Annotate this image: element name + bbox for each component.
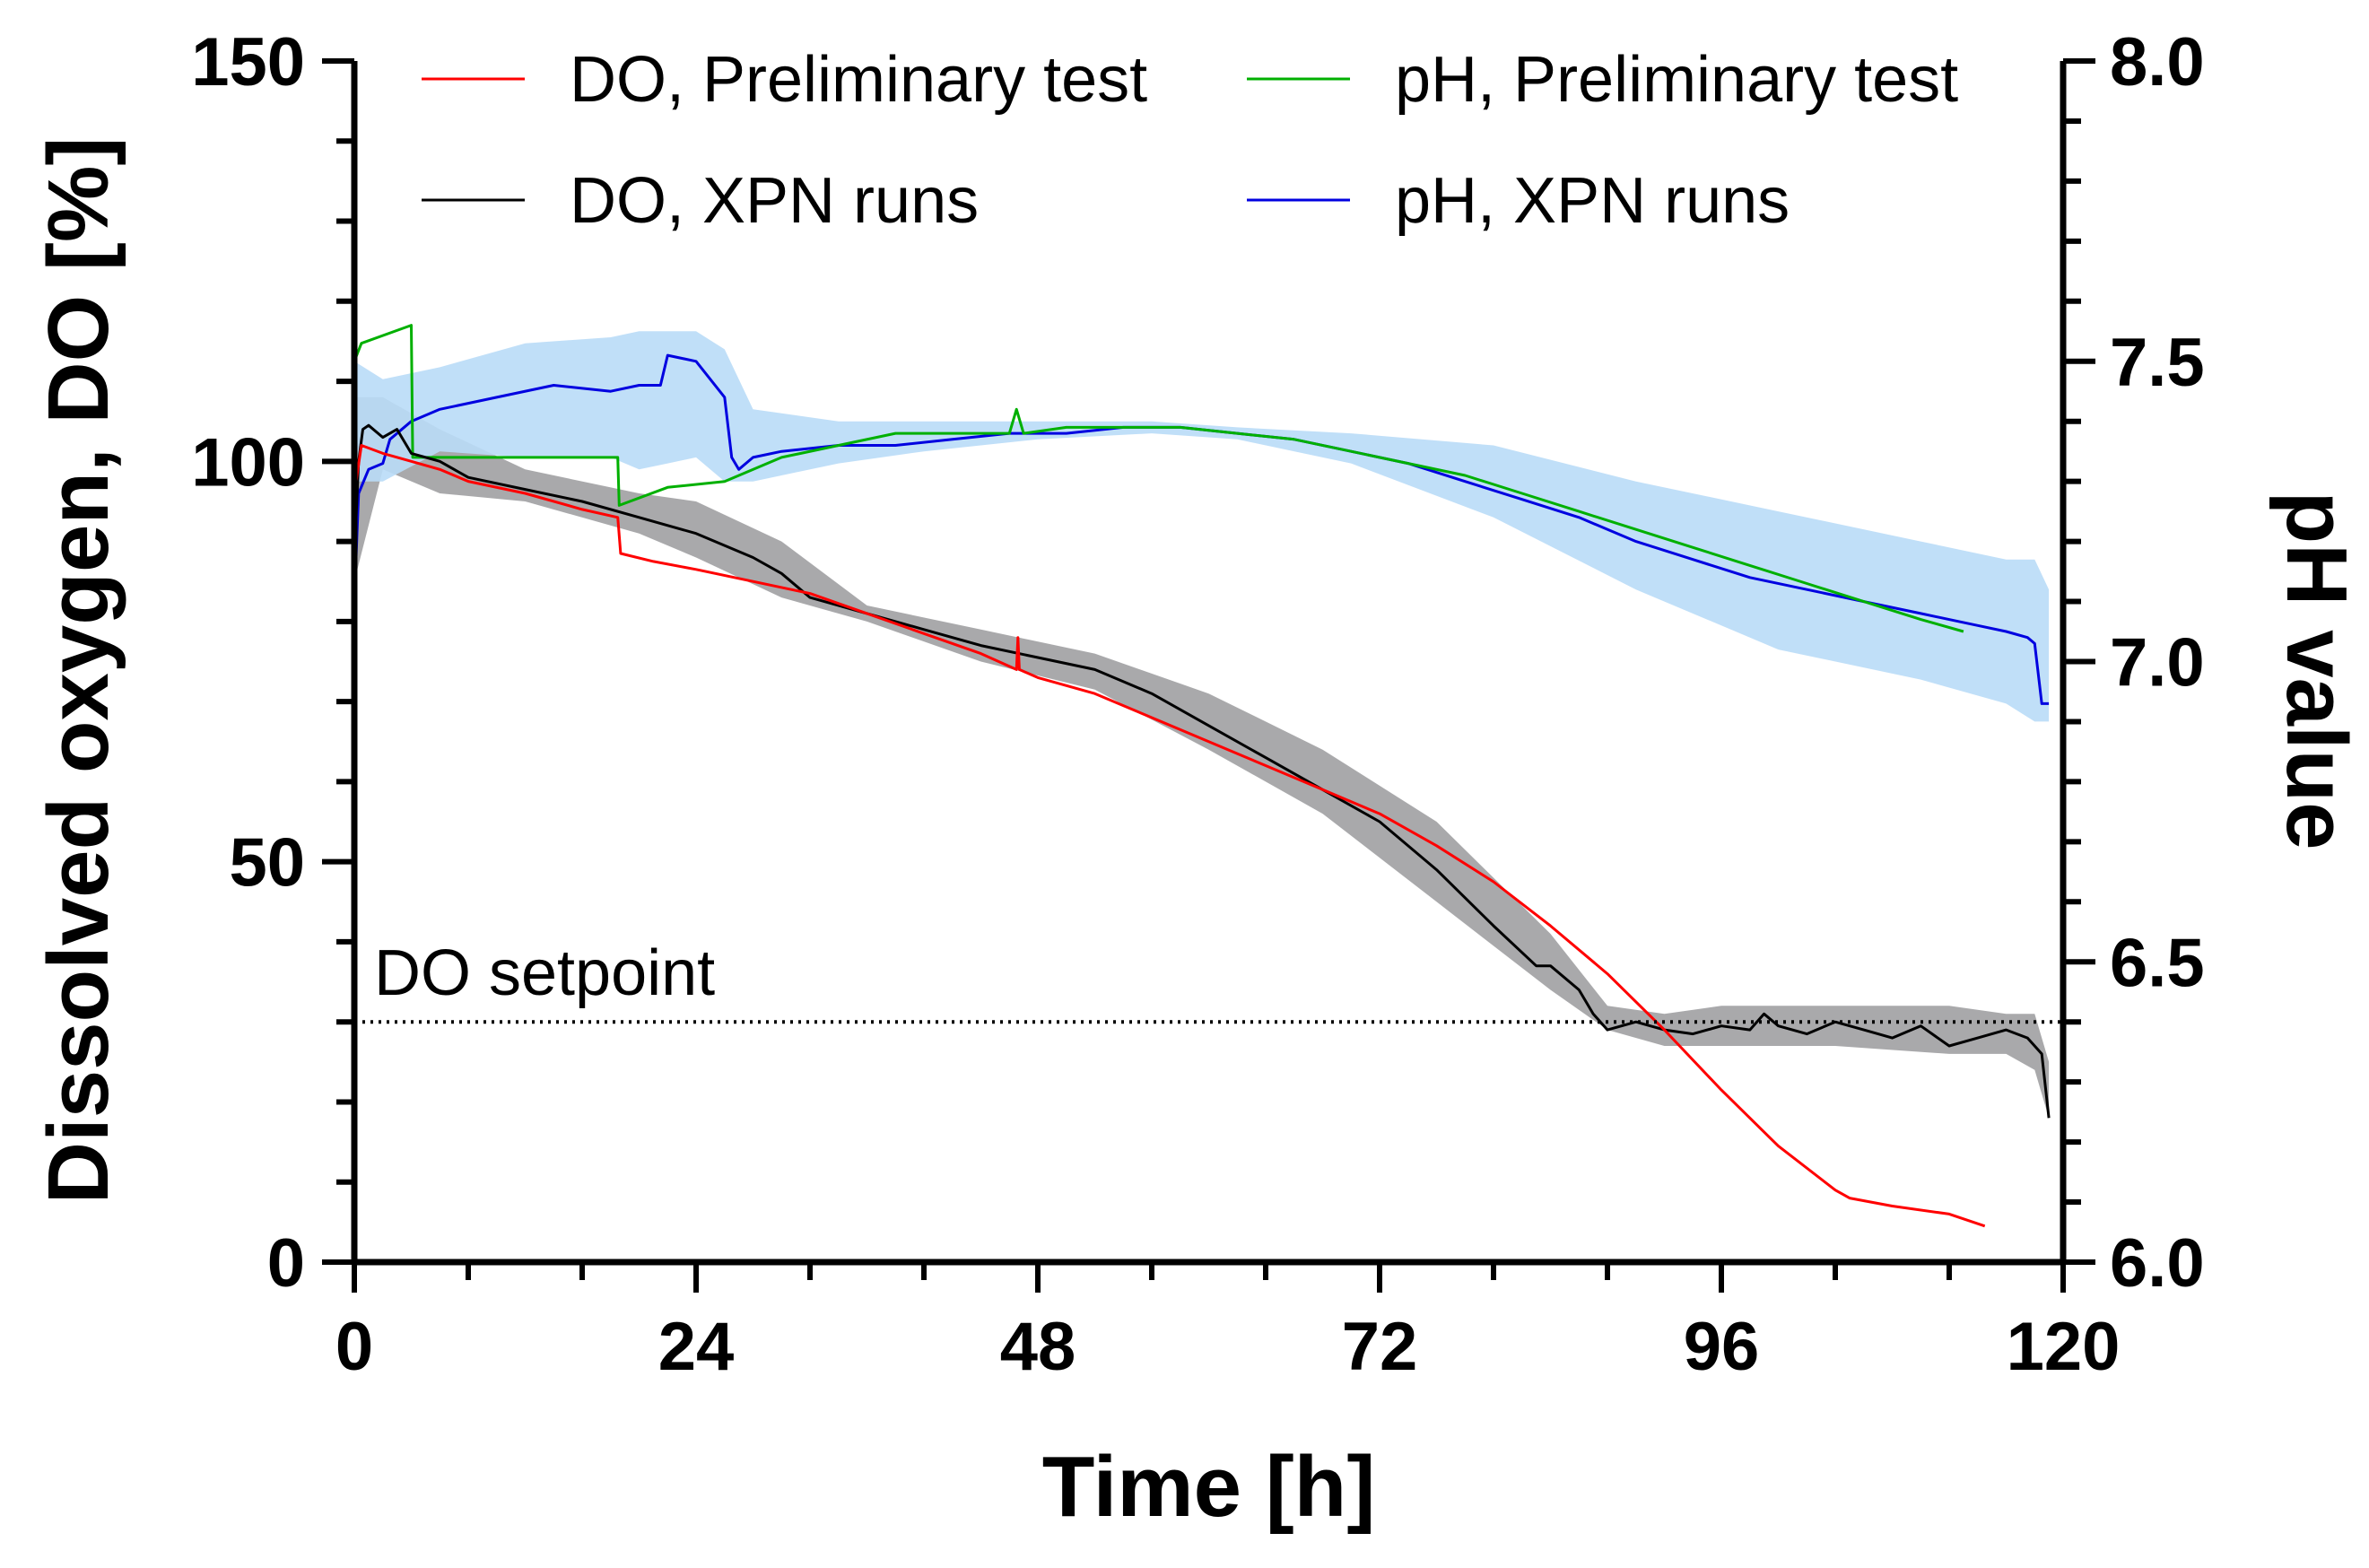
series-layer xyxy=(353,324,2051,1228)
legend-label-ph-xpn: pH, XPN runs xyxy=(1395,165,1790,237)
y-left-tick-label: 150 xyxy=(191,24,305,100)
series-line-do-xpn-runs xyxy=(353,423,2051,1119)
y-right-tick-label: 7.0 xyxy=(2110,625,2205,701)
y-right-tick-label: 6.5 xyxy=(2110,925,2205,1001)
x-tick-label: 48 xyxy=(1000,1309,1076,1385)
x-tick-label: 24 xyxy=(658,1309,735,1385)
y-left-tick-label: 100 xyxy=(191,424,305,501)
axes-layer: 0 24 48 72 96 120 0 50 100 150 6.0 6.5 7.0 7.5 8.0 xyxy=(191,24,2204,1385)
y-right-tick-label: 8.0 xyxy=(2110,24,2205,100)
legend: DO, Preliminary test DO, XPN runs pH, Pr… xyxy=(422,44,1958,237)
y-right-tick-label: 7.5 xyxy=(2110,325,2205,401)
x-tick-label: 120 xyxy=(2007,1309,2121,1385)
legend-label-do-preliminary: DO, Preliminary test xyxy=(570,44,1147,116)
band-ph-xpn-runs-range xyxy=(354,331,2050,722)
do-setpoint-label: DO setpoint xyxy=(374,937,715,1009)
x-tick-label: 96 xyxy=(1684,1309,1760,1385)
series-line-ph-preliminary-test xyxy=(353,324,1964,633)
x-tick-label: 0 xyxy=(335,1309,373,1385)
x-tick-label: 72 xyxy=(1342,1309,1418,1385)
y-right-axis-title: pH value xyxy=(2269,491,2365,849)
y-left-tick-label: 0 xyxy=(267,1225,305,1302)
y-left-axis-title: Dissolved oxygen, DO [%] xyxy=(30,137,126,1205)
band-do-xpn-runs-range xyxy=(354,396,2050,1119)
y-right-tick-label: 6.0 xyxy=(2110,1225,2205,1302)
series-line-do-preliminary-test xyxy=(353,444,1986,1228)
legend-label-ph-preliminary: pH, Preliminary test xyxy=(1395,44,1958,116)
x-axis-title: Time [h] xyxy=(1042,1439,1376,1535)
legend-label-do-xpn: DO, XPN runs xyxy=(570,165,979,237)
y-left-tick-label: 50 xyxy=(229,825,305,902)
bands-layer xyxy=(354,331,2050,1119)
